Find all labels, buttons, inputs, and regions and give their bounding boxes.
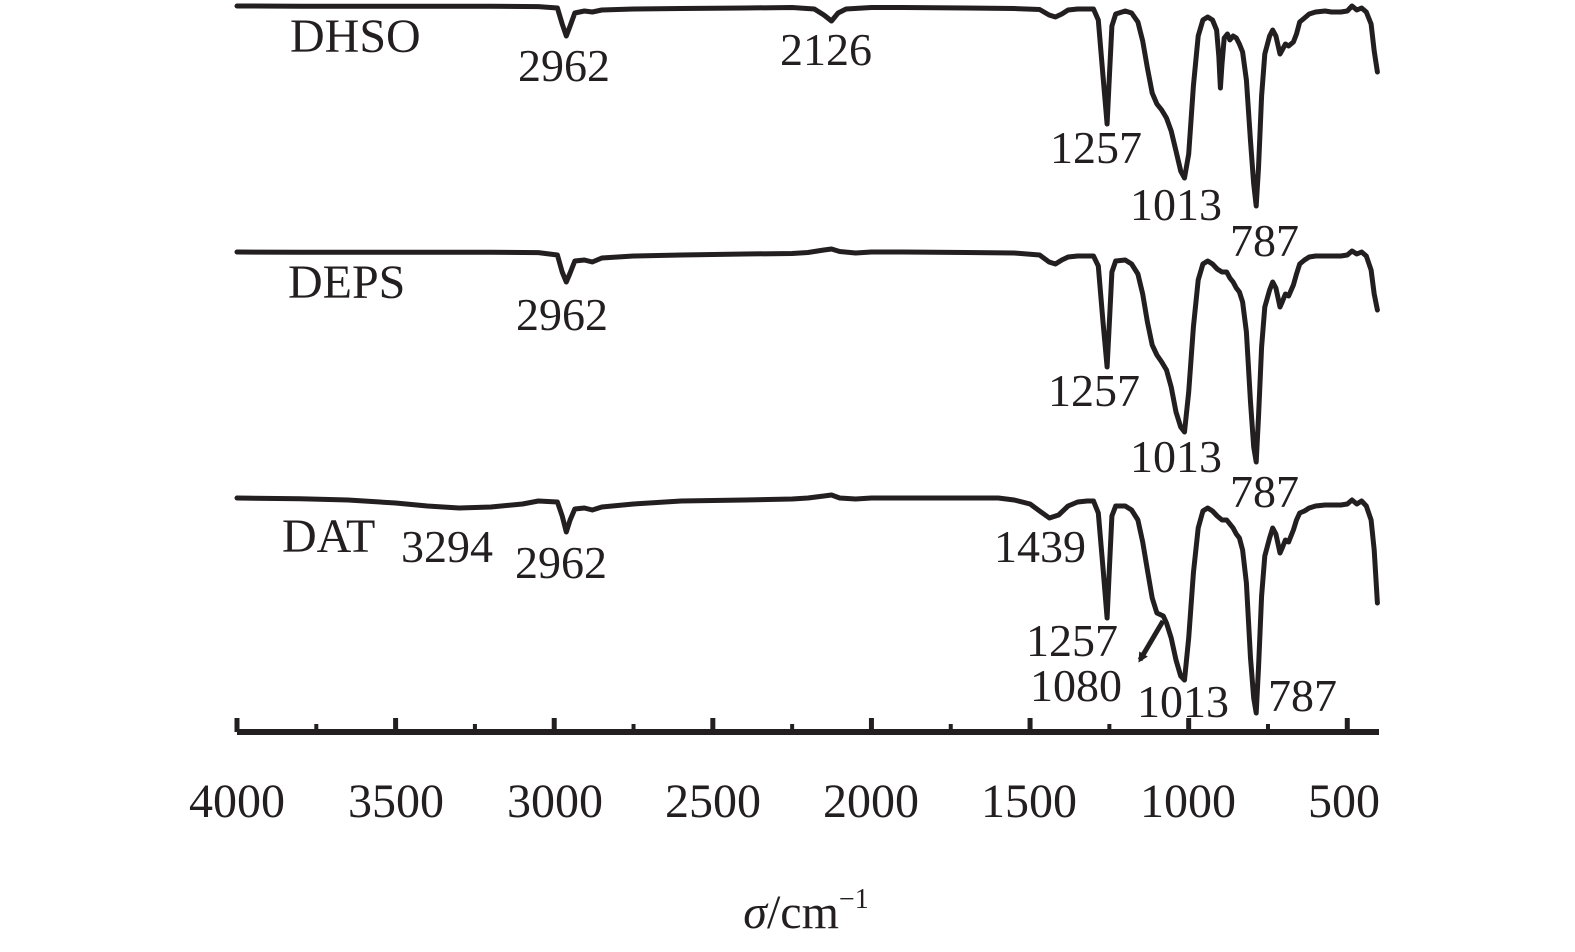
x-tick-label-3500: 3500 <box>348 775 444 828</box>
peak-label-dat-3294: 3294 <box>401 521 493 572</box>
x-axis: 4000 3500 3000 2500 2000 1500 1000 500 σ… <box>189 718 1380 939</box>
x-axis-tick-labels: 4000 3500 3000 2500 2000 1500 1000 500 <box>189 775 1380 828</box>
peak-label-deps-1257: 1257 <box>1048 365 1140 416</box>
peak-label-dhso-1013: 1013 <box>1130 179 1222 230</box>
series-label-dhso: DHSO <box>290 10 421 63</box>
peak-label-dat-1080: 1080 <box>1030 660 1122 711</box>
x-tick-label-3000: 3000 <box>507 775 603 828</box>
peak-label-dat-1257: 1257 <box>1026 615 1118 666</box>
peak-label-dhso-1257: 1257 <box>1050 122 1142 173</box>
peak-label-dat-2962: 2962 <box>515 537 607 588</box>
peak-labels: 2962 2126 1257 1013 787 2962 1257 1013 7… <box>401 24 1337 727</box>
spectrum-lines <box>234 3 1380 716</box>
peak-label-dhso-2962: 2962 <box>518 40 610 91</box>
x-tick-label-4000: 4000 <box>189 775 285 828</box>
spectrum-line-dat <box>234 492 1380 716</box>
x-tick-label-500: 500 <box>1308 775 1380 828</box>
series-labels: DHSO DEPS DAT <box>282 10 421 563</box>
x-axis-title-exponent: −1 <box>839 884 869 915</box>
spectrum-line-deps <box>234 246 1380 465</box>
peak-label-deps-1013: 1013 <box>1130 431 1222 482</box>
plot-area: DHSO DEPS DAT 2962 2126 1257 1013 787 29… <box>234 3 1380 727</box>
x-tick-label-1500: 1500 <box>981 775 1077 828</box>
peak-label-deps-2962: 2962 <box>516 289 608 340</box>
x-tick-label-1000: 1000 <box>1140 775 1236 828</box>
x-tick-label-2000: 2000 <box>823 775 919 828</box>
x-axis-ticks <box>234 718 1350 732</box>
spectrum-line-dhso <box>234 3 1380 209</box>
x-axis-title-symbol: σ <box>743 886 769 939</box>
peak-label-dhso-2126: 2126 <box>780 24 872 75</box>
peak-label-dat-787: 787 <box>1268 670 1337 721</box>
peak-label-dhso-787: 787 <box>1230 215 1299 266</box>
x-tick-label-2500: 2500 <box>665 775 761 828</box>
peak-label-deps-787: 787 <box>1230 466 1299 517</box>
peak-label-dat-1439: 1439 <box>994 521 1086 572</box>
series-label-dat: DAT <box>282 510 375 563</box>
series-label-deps: DEPS <box>288 256 405 309</box>
peak-label-dat-1013: 1013 <box>1137 676 1229 727</box>
x-axis-title-unit: /cm <box>767 886 839 939</box>
dat-1080-pointer-arrow <box>1137 619 1166 663</box>
x-axis-title: σ/cm−1 <box>743 884 868 939</box>
